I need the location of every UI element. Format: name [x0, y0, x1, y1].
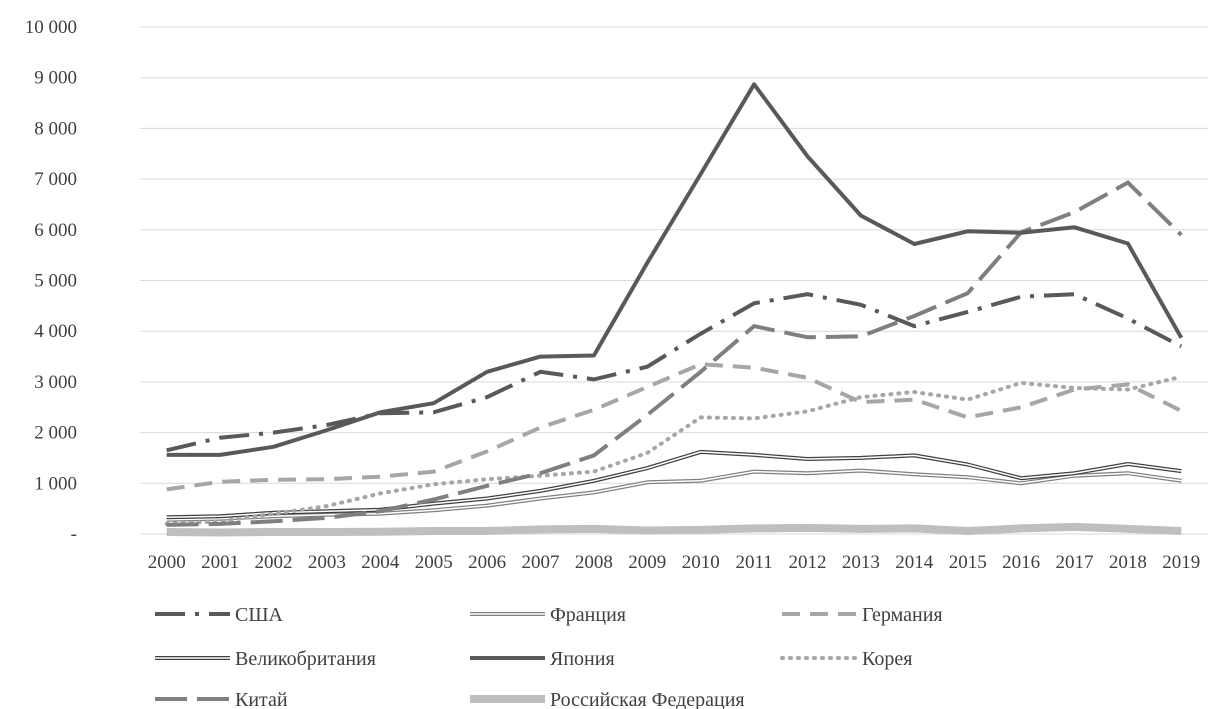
- x-tick-label: 2014: [895, 552, 934, 573]
- legend-label: Российская Федерация: [550, 689, 745, 709]
- y-tick-label: 1 000: [34, 473, 77, 494]
- y-tick-label: 9 000: [34, 68, 77, 89]
- legend-item: Франция: [470, 604, 626, 626]
- series-line-6: [164, 374, 1184, 526]
- x-axis-tick-labels: 2000 2001 2002 2003 2004 2005 2006 2007 2008 2009…: [148, 552, 1201, 573]
- legend-item: Корея: [780, 648, 912, 670]
- series-stroke: [164, 374, 1184, 526]
- legend-label: Китай: [235, 689, 288, 709]
- x-tick-label: 2005: [415, 552, 453, 573]
- legend-label: Германия: [862, 604, 943, 626]
- x-tick-label: 2017: [1056, 552, 1094, 573]
- y-tick-label: 6 000: [34, 220, 77, 241]
- series-line-3: [166, 362, 1183, 492]
- legend-item: США: [155, 604, 284, 626]
- x-tick-label: 2001: [201, 552, 239, 573]
- series-stroke: [166, 522, 1182, 537]
- x-tick-label: 2010: [682, 552, 720, 573]
- series-stroke: [166, 469, 1182, 521]
- x-tick-label: 2009: [628, 552, 666, 573]
- x-tick-label: 2000: [148, 552, 186, 573]
- y-tick-label: 7 000: [34, 169, 77, 190]
- series-stroke: [166, 292, 1183, 453]
- series-line-4: [166, 449, 1182, 520]
- series-line-8: [166, 522, 1182, 537]
- x-tick-label: 2007: [522, 552, 560, 573]
- x-tick-label: 2018: [1109, 552, 1147, 573]
- legend: США Франция Германия Великобритания Япония Ко…: [155, 604, 943, 709]
- series-line-1: [166, 292, 1183, 453]
- series-line-2: [166, 468, 1182, 522]
- legend-item: Япония: [470, 648, 615, 670]
- y-tick-label: 5 000: [34, 271, 77, 292]
- x-tick-label: 2011: [735, 552, 772, 573]
- x-tick-label: 2006: [468, 552, 506, 573]
- series-lines: [164, 82, 1184, 537]
- legend-label: Япония: [550, 648, 615, 670]
- legend-item: Китай: [155, 689, 288, 709]
- y-tick-label: 4 000: [34, 321, 77, 342]
- y-tick-label: -: [71, 524, 77, 545]
- series-stroke: [166, 82, 1184, 457]
- x-tick-label: 2012: [789, 552, 827, 573]
- x-tick-label: 2002: [255, 552, 293, 573]
- legend-label: США: [235, 604, 284, 626]
- x-tick-label: 2003: [308, 552, 346, 573]
- legend-label: Великобритания: [235, 648, 376, 670]
- series-line-7: [166, 180, 1183, 527]
- series-line-5: [166, 82, 1184, 457]
- legend-item: Российская Федерация: [470, 689, 745, 709]
- y-tick-label: 8 000: [34, 118, 77, 139]
- x-tick-label: 2015: [949, 552, 987, 573]
- y-tick-label: 2 000: [34, 423, 77, 444]
- series-stroke: [166, 451, 1182, 519]
- series-stroke: [166, 362, 1183, 492]
- series-stroke: [166, 180, 1183, 527]
- x-tick-label: 2004: [361, 552, 400, 573]
- y-tick-label: 3 000: [34, 372, 77, 393]
- legend-label: Корея: [862, 648, 912, 670]
- x-tick-label: 2016: [1002, 552, 1040, 573]
- legend-item: Германия: [782, 604, 943, 626]
- x-tick-label: 2008: [575, 552, 613, 573]
- y-axis-tick-labels: - 1 000 2 000 3 000 4 000 5 000 6 000 7 000 8 00…: [25, 17, 77, 545]
- legend-item: Великобритания: [155, 648, 376, 670]
- x-tick-label: 2019: [1162, 552, 1200, 573]
- x-tick-label: 2013: [842, 552, 880, 573]
- y-tick-label: 10 000: [25, 17, 77, 38]
- legend-label: Франция: [550, 604, 626, 626]
